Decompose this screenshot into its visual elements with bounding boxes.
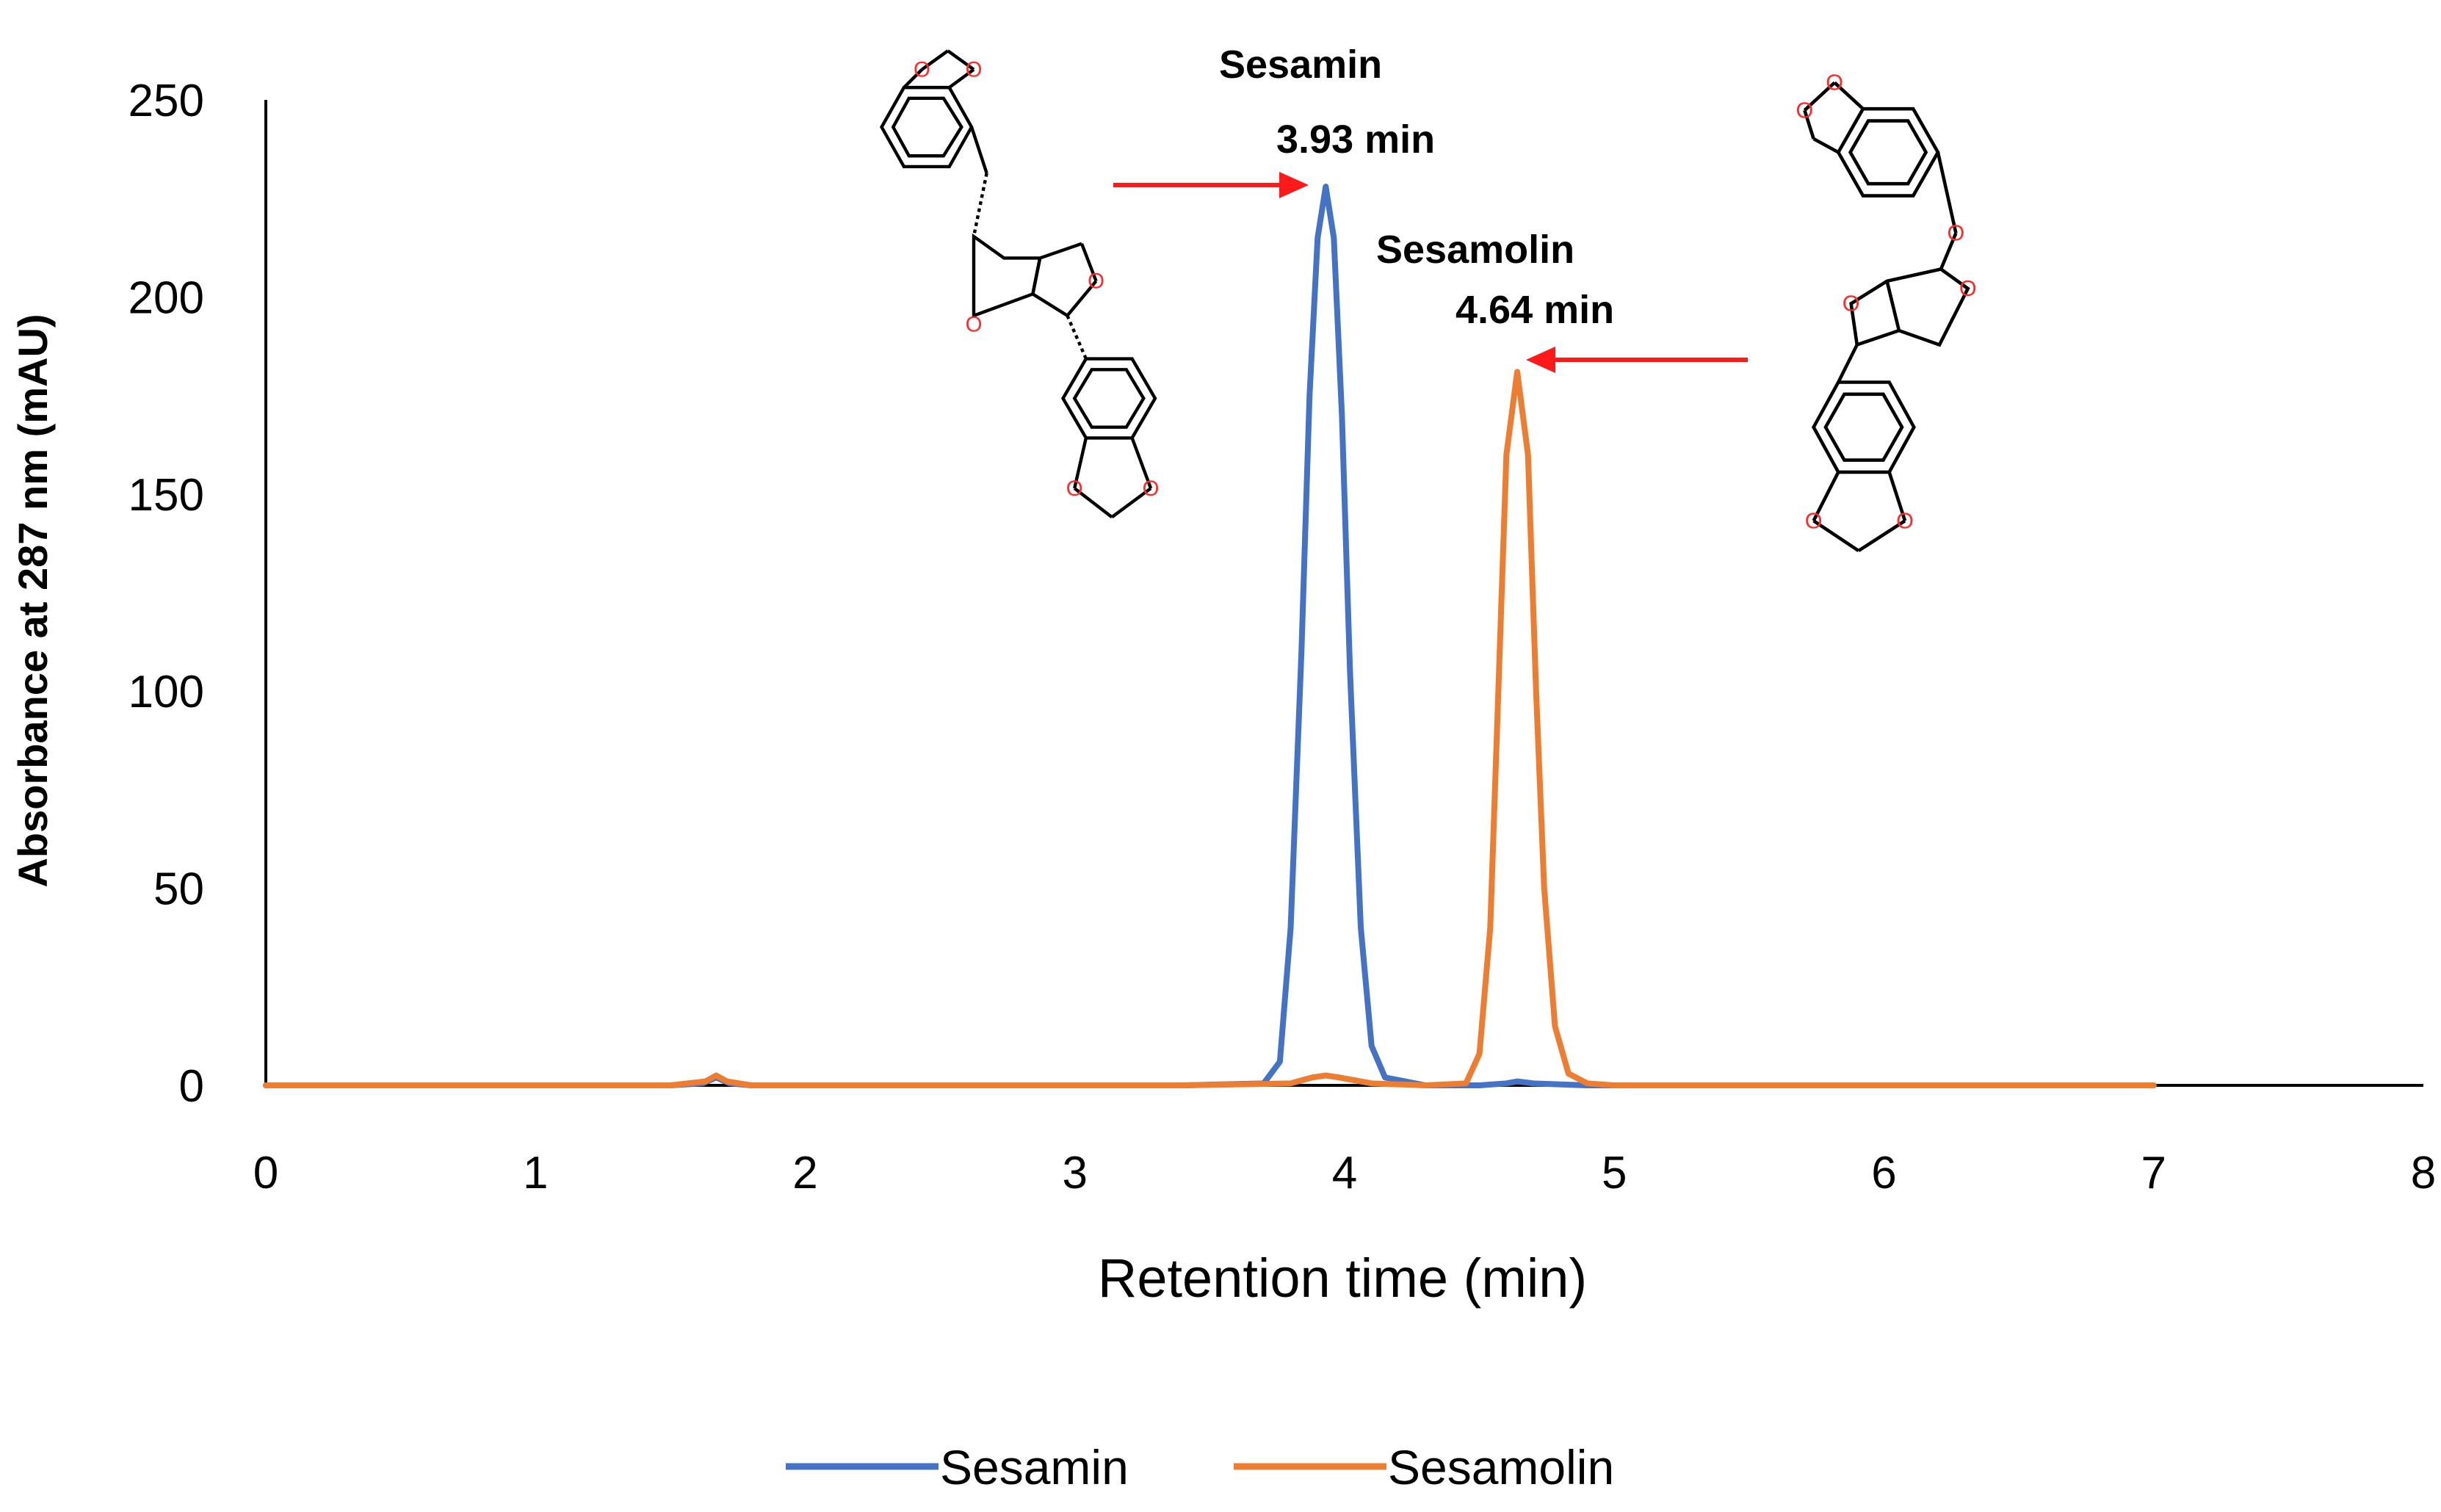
x-tick-label: 2 bbox=[792, 1148, 817, 1198]
sesamolin-arrow bbox=[1526, 347, 1748, 373]
y-tick-labels: 0 50 100 150 200 250 bbox=[129, 76, 204, 1112]
y-tick-label: 50 bbox=[153, 864, 204, 915]
legend-label-sesamolin: Sesamolin bbox=[1388, 1440, 1614, 1494]
x-tick-label: 6 bbox=[1871, 1148, 1896, 1198]
oxygen-label: O bbox=[914, 57, 930, 82]
sesamin-annotation-time: 3.93 min bbox=[1276, 117, 1435, 162]
legend: Sesamin Sesamolin bbox=[786, 1440, 1614, 1494]
series-layer bbox=[263, 184, 2157, 1088]
oxygen-label: O bbox=[1959, 276, 1977, 301]
y-tick-label: 250 bbox=[129, 76, 204, 126]
y-tick-label: 100 bbox=[129, 667, 204, 717]
oxygen-label: O bbox=[1805, 508, 1823, 533]
x-tick-label: 5 bbox=[1602, 1148, 1627, 1198]
sesamolin-annotation-name: Sesamolin bbox=[1376, 228, 1574, 272]
x-tick-label: 4 bbox=[1332, 1148, 1357, 1198]
y-axis-title: Absorbance at 287 nm (mAU) bbox=[10, 314, 56, 887]
oxygen-label: O bbox=[1842, 292, 1860, 316]
oxygen-label: O bbox=[1088, 270, 1104, 294]
y-tick-label: 150 bbox=[129, 470, 204, 521]
oxygen-label: O bbox=[1796, 98, 1814, 123]
y-tick-label: 200 bbox=[129, 272, 204, 323]
oxygen-label: O bbox=[1826, 70, 1843, 95]
oxygen-label: O bbox=[1143, 477, 1160, 501]
x-tick-label: 7 bbox=[2141, 1148, 2166, 1198]
x-tick-labels: 0 1 2 3 4 5 6 7 8 bbox=[253, 1148, 2436, 1198]
oxygen-label: O bbox=[1948, 221, 1965, 246]
oxygen-label: O bbox=[1066, 477, 1083, 501]
series-line-sesamolin bbox=[263, 369, 2157, 1088]
x-tick-label: 0 bbox=[253, 1148, 278, 1198]
sesamin-arrow bbox=[1113, 172, 1309, 198]
sesamin-annotation-name: Sesamin bbox=[1219, 43, 1382, 87]
sesamolin-structure-image: O O O O O O O bbox=[1796, 70, 1977, 552]
oxygen-label: O bbox=[966, 312, 983, 336]
x-axis-title: Retention time (min) bbox=[1098, 1248, 1587, 1309]
x-tick-label: 3 bbox=[1063, 1148, 1088, 1198]
series-line-sesamin bbox=[263, 184, 2157, 1088]
sesamolin-annotation-time: 4.64 min bbox=[1455, 288, 1614, 332]
x-tick-label: 1 bbox=[523, 1148, 548, 1198]
sesamin-structure-image: O O O O O O bbox=[880, 49, 1160, 518]
oxygen-label: O bbox=[1896, 508, 1914, 533]
oxygen-label: O bbox=[966, 57, 983, 82]
legend-label-sesamin: Sesamin bbox=[940, 1440, 1129, 1494]
y-tick-label: 0 bbox=[179, 1061, 204, 1112]
x-tick-label: 8 bbox=[2411, 1148, 2436, 1198]
